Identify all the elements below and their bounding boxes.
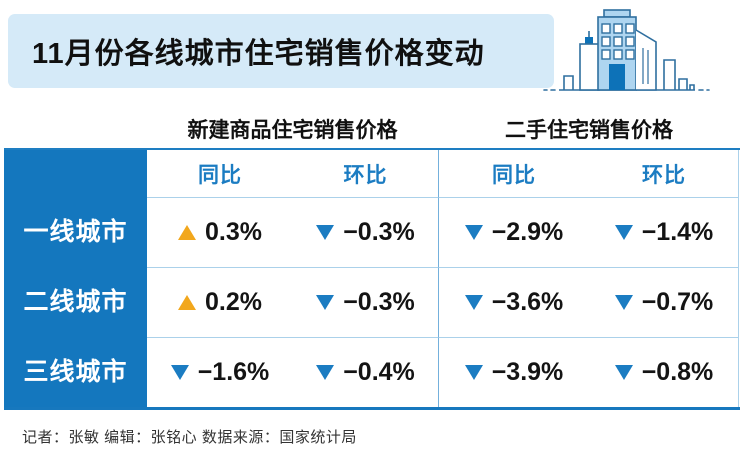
cell-value: −1.6% <box>197 358 270 386</box>
subheader-label: 同比 <box>492 163 536 187</box>
city-buildings-icon <box>543 9 710 91</box>
cell-value: −3.6% <box>491 288 564 316</box>
cell-value: −0.7% <box>641 288 714 316</box>
cell-tier3-new-yoy: −1.6% <box>147 337 293 407</box>
subheader-second-mom: 环比 <box>589 150 739 197</box>
cell-value: 0.2% <box>205 288 262 316</box>
trend-down-icon <box>170 365 189 380</box>
cell-value: −3.9% <box>491 358 564 386</box>
title-band: 11月份各线城市住宅销售价格变动 <box>8 14 554 88</box>
group-header-new-homes: 新建商品住宅销售价格 <box>187 119 398 142</box>
row-label-tier3: 三线城市 <box>23 358 128 386</box>
trend-down-icon <box>316 295 335 310</box>
cell-value: −2.9% <box>491 218 564 246</box>
trend-down-icon <box>464 225 483 240</box>
subheader-new-mom: 环比 <box>293 150 438 197</box>
cell-tier2-second-mom: −0.7% <box>589 267 739 337</box>
subheader-label: 环比 <box>343 163 388 187</box>
cell-value: −0.3% <box>343 218 415 246</box>
cell-tier1-second-mom: −1.4% <box>589 197 739 267</box>
trend-down-icon <box>614 365 633 380</box>
trend-down-icon <box>614 225 633 240</box>
trend-up-icon <box>178 295 196 310</box>
trend-down-icon <box>316 225 335 240</box>
subheader-label: 同比 <box>198 163 242 187</box>
subheader-second-yoy: 同比 <box>438 150 589 197</box>
cell-tier2-new-mom: −0.3% <box>293 267 438 337</box>
cell-tier3-second-yoy: −3.9% <box>438 337 589 407</box>
cell-tier2-second-yoy: −3.6% <box>438 267 589 337</box>
cell-value: −0.3% <box>343 288 415 316</box>
cell-tier1-new-mom: −0.3% <box>293 197 438 267</box>
row-label-tier2: 二线城市 <box>23 288 128 316</box>
price-change-table: 一线城市 二线城市 三线城市 同比 环比 同比 环比 0.3% −0.3% −2… <box>4 148 740 410</box>
table-cells: 同比 环比 同比 环比 0.3% −0.3% −2.9% −1.4% <box>147 150 739 407</box>
cell-tier1-new-yoy: 0.3% <box>147 197 293 267</box>
cell-value: 0.3% <box>205 218 262 246</box>
trend-down-icon <box>316 365 335 380</box>
row-label-column: 一线城市 二线城市 三线城市 <box>4 150 147 407</box>
trend-down-icon <box>614 295 633 310</box>
cell-tier1-second-yoy: −2.9% <box>438 197 589 267</box>
trend-down-icon <box>464 295 483 310</box>
subheader-new-yoy: 同比 <box>147 150 293 197</box>
cell-tier3-second-mom: −0.8% <box>589 337 739 407</box>
trend-down-icon <box>464 365 483 380</box>
cell-value: −1.4% <box>641 218 714 246</box>
subheader-label: 环比 <box>642 163 686 187</box>
group-header-secondhand-homes: 二手住宅销售价格 <box>505 119 673 142</box>
credits-line: 记者：张敏 编辑：张铭心 数据来源：国家统计局 <box>22 429 357 446</box>
cell-value: −0.8% <box>641 358 714 386</box>
page-title: 11月份各线城市住宅销售价格变动 <box>32 38 485 70</box>
row-label-tier1: 一线城市 <box>23 218 128 246</box>
cell-tier3-new-mom: −0.4% <box>293 337 438 407</box>
cell-tier2-new-yoy: 0.2% <box>147 267 293 337</box>
trend-up-icon <box>178 225 196 240</box>
cell-value: −0.4% <box>343 358 415 386</box>
